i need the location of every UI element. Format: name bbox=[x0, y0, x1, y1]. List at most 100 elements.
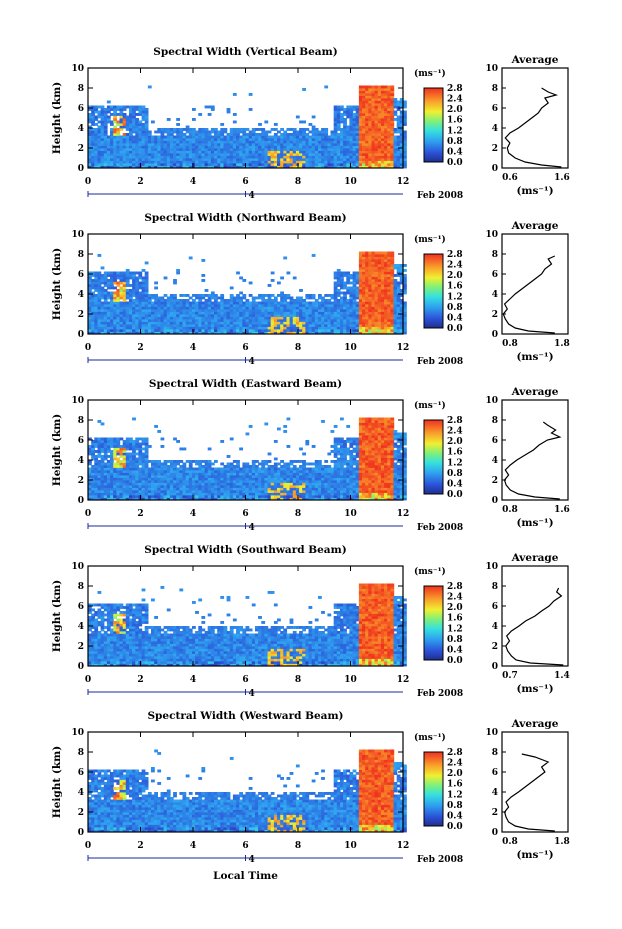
heatmap-cell bbox=[358, 279, 363, 282]
heatmap-cell bbox=[318, 331, 322, 335]
heatmap-cell bbox=[132, 331, 136, 335]
heatmap-cell bbox=[220, 138, 225, 141]
heatmap-cell bbox=[396, 271, 401, 275]
heatmap-cell bbox=[330, 140, 335, 144]
heatmap-cell bbox=[144, 125, 149, 129]
heatmap-cell bbox=[380, 163, 385, 166]
heatmap-cell bbox=[176, 319, 180, 322]
heatmap-cell bbox=[113, 128, 117, 131]
heatmap-cell bbox=[368, 113, 373, 116]
heatmap-cell bbox=[147, 138, 152, 141]
heatmap-cell bbox=[346, 155, 351, 159]
heatmap-cell bbox=[393, 324, 398, 327]
heatmap-cell bbox=[321, 135, 325, 139]
heatmap-cell bbox=[214, 165, 218, 169]
heatmap-cell bbox=[91, 445, 95, 448]
heatmap-cell bbox=[384, 304, 388, 307]
heatmap-cell bbox=[346, 304, 351, 307]
heatmap-cell bbox=[277, 309, 281, 312]
heatmap-cell bbox=[147, 133, 152, 136]
heatmap-cell bbox=[129, 495, 133, 498]
heatmap-cell bbox=[365, 311, 369, 315]
heatmap-cell bbox=[173, 160, 177, 164]
heatmap-cell bbox=[277, 316, 281, 320]
heatmap-cell bbox=[377, 133, 382, 136]
heatmap-cell bbox=[132, 289, 136, 292]
heatmap-cell bbox=[125, 490, 130, 493]
heatmap-cell bbox=[214, 470, 218, 473]
heatmap-cell bbox=[261, 306, 266, 310]
heatmap-cell bbox=[132, 306, 136, 310]
heatmap-cell bbox=[365, 314, 369, 317]
heatmap-cell bbox=[340, 160, 344, 164]
heatmap-cell bbox=[217, 495, 221, 498]
heatmap-cell bbox=[226, 326, 231, 330]
heatmap-cell bbox=[264, 294, 269, 297]
heatmap-cell bbox=[88, 155, 92, 159]
heatmap-cell bbox=[88, 113, 92, 116]
heatmap-cell bbox=[242, 296, 247, 300]
profile-title: Average bbox=[511, 220, 559, 232]
heatmap-cell bbox=[387, 299, 391, 302]
heatmap-cell bbox=[88, 306, 92, 310]
heatmap-cell bbox=[289, 311, 294, 315]
heatmap-cell bbox=[157, 301, 162, 305]
heatmap-cell bbox=[110, 155, 114, 159]
heatmap-cell bbox=[94, 143, 99, 146]
heatmap-cell bbox=[223, 329, 228, 332]
heatmap-cell bbox=[122, 492, 127, 496]
heatmap-cell bbox=[179, 148, 184, 151]
heatmap-cell bbox=[362, 316, 366, 320]
profile-y-tick-label: 10 bbox=[485, 64, 498, 74]
heatmap-cell bbox=[396, 311, 401, 315]
heatmap-cell bbox=[192, 487, 196, 491]
heatmap-cell bbox=[299, 321, 303, 325]
heatmap-cell bbox=[129, 165, 133, 169]
heatmap-cell bbox=[163, 155, 168, 159]
heatmap-cell bbox=[138, 286, 143, 290]
y-tick-label: 4 bbox=[78, 290, 84, 300]
heatmap-cell bbox=[346, 309, 351, 312]
heatmap-cell bbox=[377, 294, 382, 297]
heatmap-cell bbox=[245, 324, 250, 327]
heatmap-cell bbox=[100, 490, 105, 493]
heatmap-cell bbox=[286, 145, 291, 149]
heatmap-cell bbox=[176, 472, 180, 476]
heatmap-cell bbox=[135, 140, 140, 144]
heatmap-cell bbox=[349, 145, 354, 149]
heatmap-cell bbox=[198, 294, 203, 297]
heatmap-cell bbox=[292, 163, 297, 166]
heatmap-cell bbox=[239, 140, 243, 144]
heatmap-cell bbox=[106, 304, 111, 307]
heatmap-cell bbox=[377, 314, 382, 317]
heatmap-cell bbox=[346, 321, 351, 325]
heatmap-cell bbox=[141, 455, 146, 458]
heatmap-cell bbox=[374, 128, 379, 131]
heatmap-cell bbox=[371, 254, 376, 257]
heatmap-cell bbox=[377, 304, 382, 307]
heatmap-cell bbox=[125, 306, 130, 310]
heatmap-cell bbox=[377, 113, 382, 116]
heatmap-cell bbox=[229, 128, 234, 131]
heatmap-cell bbox=[173, 495, 177, 498]
heatmap-cell bbox=[403, 165, 407, 169]
heatmap-cell bbox=[160, 319, 165, 322]
heatmap-cell bbox=[166, 316, 171, 320]
heatmap-cell bbox=[154, 143, 158, 146]
heatmap-cell bbox=[182, 145, 187, 149]
heatmap-cell bbox=[88, 490, 92, 493]
heatmap-cell bbox=[179, 294, 184, 297]
heatmap-cell bbox=[132, 477, 136, 481]
heatmap-cell bbox=[393, 284, 398, 287]
heatmap-cell bbox=[229, 309, 234, 312]
heatmap-cell bbox=[305, 296, 310, 300]
heatmap-cell bbox=[362, 261, 366, 265]
heatmap-cell bbox=[214, 472, 218, 476]
heatmap-cell bbox=[384, 143, 388, 146]
heatmap-cell bbox=[135, 319, 140, 322]
heatmap-cell bbox=[160, 331, 165, 335]
heatmap-cell bbox=[122, 115, 127, 119]
heatmap-cell bbox=[207, 299, 212, 302]
heatmap-cell bbox=[141, 329, 146, 332]
heatmap-cell bbox=[245, 165, 250, 169]
